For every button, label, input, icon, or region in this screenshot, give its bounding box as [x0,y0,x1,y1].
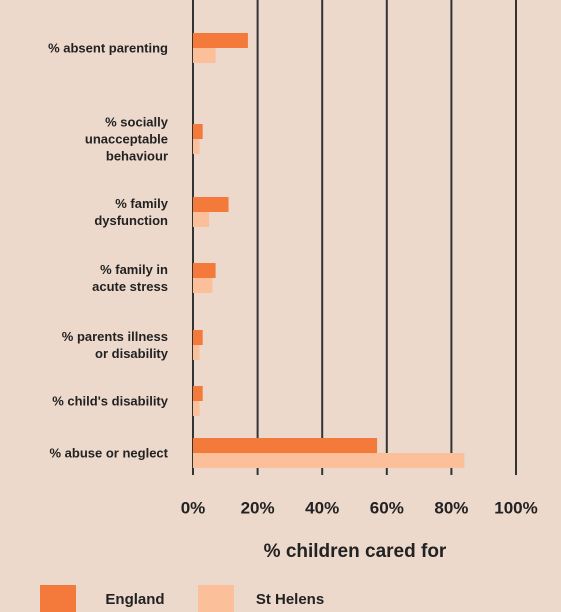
x-tick-label: 0% [181,498,206,517]
category-label: % abuse or neglect [49,445,168,461]
bar [193,438,378,453]
bar [193,124,203,139]
category-label: % socially unacceptable behaviour [84,114,168,164]
bar [193,212,210,227]
category-label: % family dysfunction [94,196,168,228]
legend-swatch [198,585,234,612]
category-label: % family in acute stress [92,262,168,294]
x-axis-title: % children cared for [264,541,447,562]
bar [193,401,200,416]
bar [193,139,200,154]
bar [193,33,248,48]
legend-label: England [105,591,164,608]
x-tick-label: 40% [305,498,339,517]
bar [193,386,203,401]
x-tick-label: 80% [434,498,468,517]
bar [193,453,465,468]
category-label: % child's disability [52,393,168,409]
bar [193,345,200,360]
x-tick-label: 60% [370,498,404,517]
bar [193,278,213,293]
bar [193,330,203,345]
bar [193,197,229,212]
category-label: % parents illness or disability [61,329,168,361]
x-tick-label: 100% [494,498,537,517]
category-label: % absent parenting [48,40,168,56]
legend-swatch [40,585,76,612]
x-tick-label: 20% [241,498,275,517]
bar [193,48,216,63]
legend-label: St Helens [256,591,324,608]
bar [193,263,216,278]
